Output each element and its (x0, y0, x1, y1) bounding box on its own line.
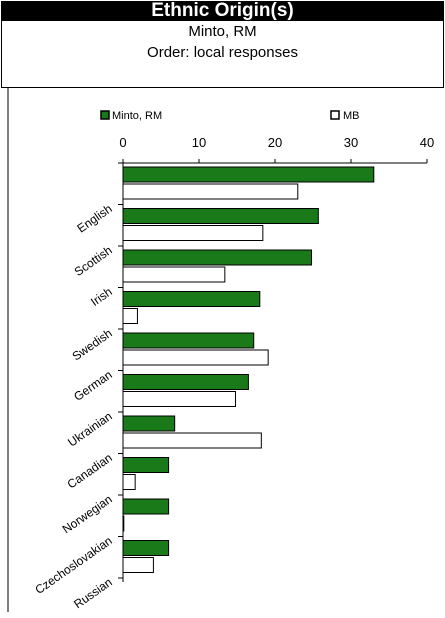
bar-local (122, 457, 170, 473)
bar-local (122, 332, 255, 349)
bar-mb (122, 225, 264, 241)
bar-mb (122, 266, 226, 283)
bar-local (122, 249, 312, 266)
x-tick-label: 30 (344, 135, 358, 150)
chart-title: Ethnic Origin(s) (1, 1, 444, 21)
legend-swatch (100, 110, 110, 120)
bar-mb (122, 183, 299, 200)
bar-local (122, 540, 170, 556)
bar-mb (122, 308, 138, 324)
bar-local (122, 166, 375, 183)
order-note: Order: local responses (147, 44, 298, 61)
category-label: Swedish (70, 326, 115, 363)
category-label: Irish (88, 284, 115, 308)
bar-mb (122, 474, 136, 490)
category-label: German (71, 367, 115, 403)
category-label: Ukrainian (65, 409, 115, 450)
header-box: Minto, RM Order: local responses (1, 21, 444, 88)
bar-local (122, 291, 261, 307)
bar-mb (122, 432, 262, 449)
bar-mb (122, 515, 125, 532)
category-label: Canadian (65, 450, 115, 491)
category-label: English (74, 201, 114, 235)
bar-mb (122, 557, 154, 573)
category-label: Scottish (72, 243, 115, 279)
bar-local (122, 415, 176, 432)
bar-mb (122, 391, 236, 407)
bar-mb (122, 349, 269, 366)
x-tick-label: 0 (119, 135, 126, 150)
chart-subtitle: Minto, RM (188, 23, 257, 40)
x-tick-label: 40 (420, 135, 434, 150)
bar-local (122, 498, 170, 515)
legend-label: Minto, RM (112, 110, 162, 122)
bar-local (122, 208, 319, 224)
legend-swatch (330, 110, 340, 120)
x-tick-label: 20 (268, 135, 282, 150)
legend-label: MB (343, 110, 360, 122)
bar-local (122, 374, 249, 390)
category-label: Norwegian (60, 492, 115, 536)
category-label: Russian (71, 575, 115, 611)
x-tick-label: 10 (192, 135, 206, 150)
